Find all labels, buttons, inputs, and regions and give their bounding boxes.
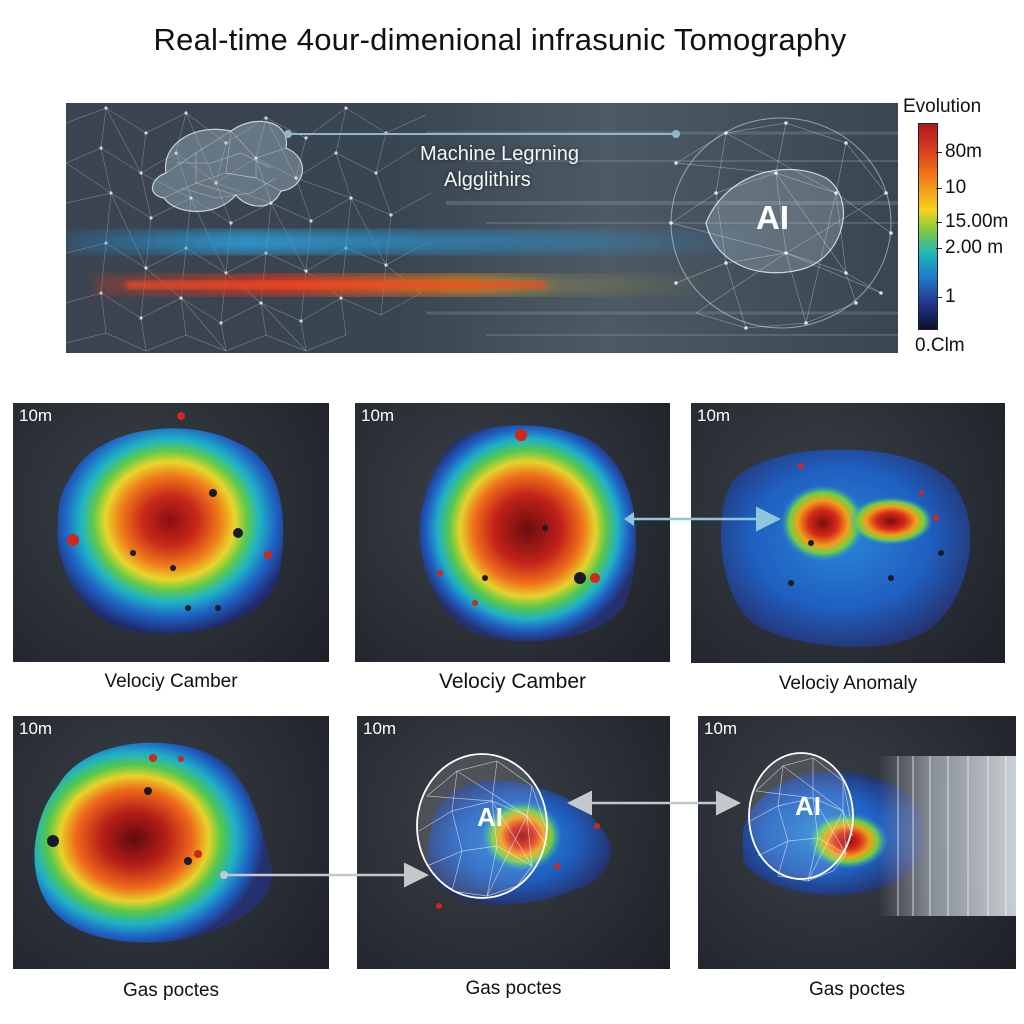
banner-graphic xyxy=(66,106,898,352)
ai-mesh-overlay xyxy=(748,752,854,882)
tick-mark xyxy=(936,248,942,249)
tomography-panel: 10m xyxy=(355,403,670,662)
scale-label: 10m xyxy=(363,719,397,738)
tomography-panel: 10m AI xyxy=(357,716,670,969)
legend-tick-label: 1 xyxy=(945,286,956,307)
legend-title: Evolution xyxy=(903,96,982,117)
cavity-dots xyxy=(482,525,586,584)
cavity-dots xyxy=(788,540,944,586)
panel-caption: Velociy Anomaly xyxy=(778,673,918,694)
ai-label: AI xyxy=(756,199,789,236)
cavity-dots xyxy=(130,489,243,611)
heatmap-blob xyxy=(34,742,273,943)
hotspot-dots xyxy=(67,412,272,559)
cavity-dots xyxy=(47,787,192,865)
brain-mesh-shape xyxy=(152,120,303,213)
panel-caption: Gas poctes xyxy=(465,978,562,999)
blue-stream xyxy=(66,231,766,253)
heatmap-graphic xyxy=(743,752,1016,916)
scale-label: 10m xyxy=(361,406,395,425)
legend-tick-label: 2.00 m xyxy=(945,237,1004,258)
page-title: Real-time 4our-dimenional infrasunic Tom… xyxy=(153,22,847,57)
heatmap-graphic xyxy=(419,425,637,642)
motion-streaks xyxy=(897,756,1007,916)
panel-caption: Gas poctes xyxy=(808,979,906,1000)
hotspot-dots xyxy=(149,754,202,858)
fade-streaks xyxy=(878,756,1016,916)
ai-label: AI xyxy=(477,802,503,832)
brain-mesh-lines xyxy=(163,130,287,199)
legend-tick-label: 80m xyxy=(945,141,982,162)
ml-label-line1: Machine Legrning xyxy=(420,143,579,165)
tomography-panel: 10m xyxy=(13,716,329,969)
ai-mesh-sphere xyxy=(669,117,893,330)
ai-mesh-overlay xyxy=(416,753,548,899)
legend-tick-label: 0.Clm xyxy=(915,335,965,356)
heatmap-blob xyxy=(57,428,284,634)
scale-label: 10m xyxy=(19,406,53,425)
heatmap-graphic xyxy=(721,449,971,647)
scale-label: 10m xyxy=(19,719,53,738)
panel-caption: Gas poctes xyxy=(122,980,220,1001)
scale-label: 10m xyxy=(697,406,731,425)
tomography-panel: 10m xyxy=(13,403,329,662)
heatmap-graphic xyxy=(57,412,284,634)
legend-tick-label: 10 xyxy=(945,177,967,198)
hotspot-dots xyxy=(436,823,600,909)
legend-tick-label: 15.00m xyxy=(945,211,1009,232)
tick-mark xyxy=(936,188,942,189)
tick-mark xyxy=(936,152,942,153)
heatmap-graphic xyxy=(416,753,611,909)
tick-mark xyxy=(936,297,942,298)
tomography-panel: 10m xyxy=(691,403,1005,663)
scale-label: 10m xyxy=(704,719,738,738)
panel-caption: Velociy Camber xyxy=(438,670,587,693)
ml-banner: Machine Legrning Algglithirs AI xyxy=(66,103,898,353)
heatmap-blob xyxy=(419,425,637,642)
tomography-panel: 10m AI xyxy=(698,716,1016,969)
anomaly-hotspot xyxy=(781,485,865,561)
panel-caption: Velociy Camber xyxy=(104,671,238,692)
colorbar xyxy=(918,123,938,330)
hotspot-dots xyxy=(798,463,939,521)
ml-label-line2: Algglithirs xyxy=(444,169,531,191)
ai-label: AI xyxy=(795,791,821,821)
anomaly-hotspot xyxy=(849,497,933,545)
heatmap-graphic xyxy=(34,742,273,943)
hotspot-dots xyxy=(437,429,600,606)
tick-mark xyxy=(936,222,942,223)
